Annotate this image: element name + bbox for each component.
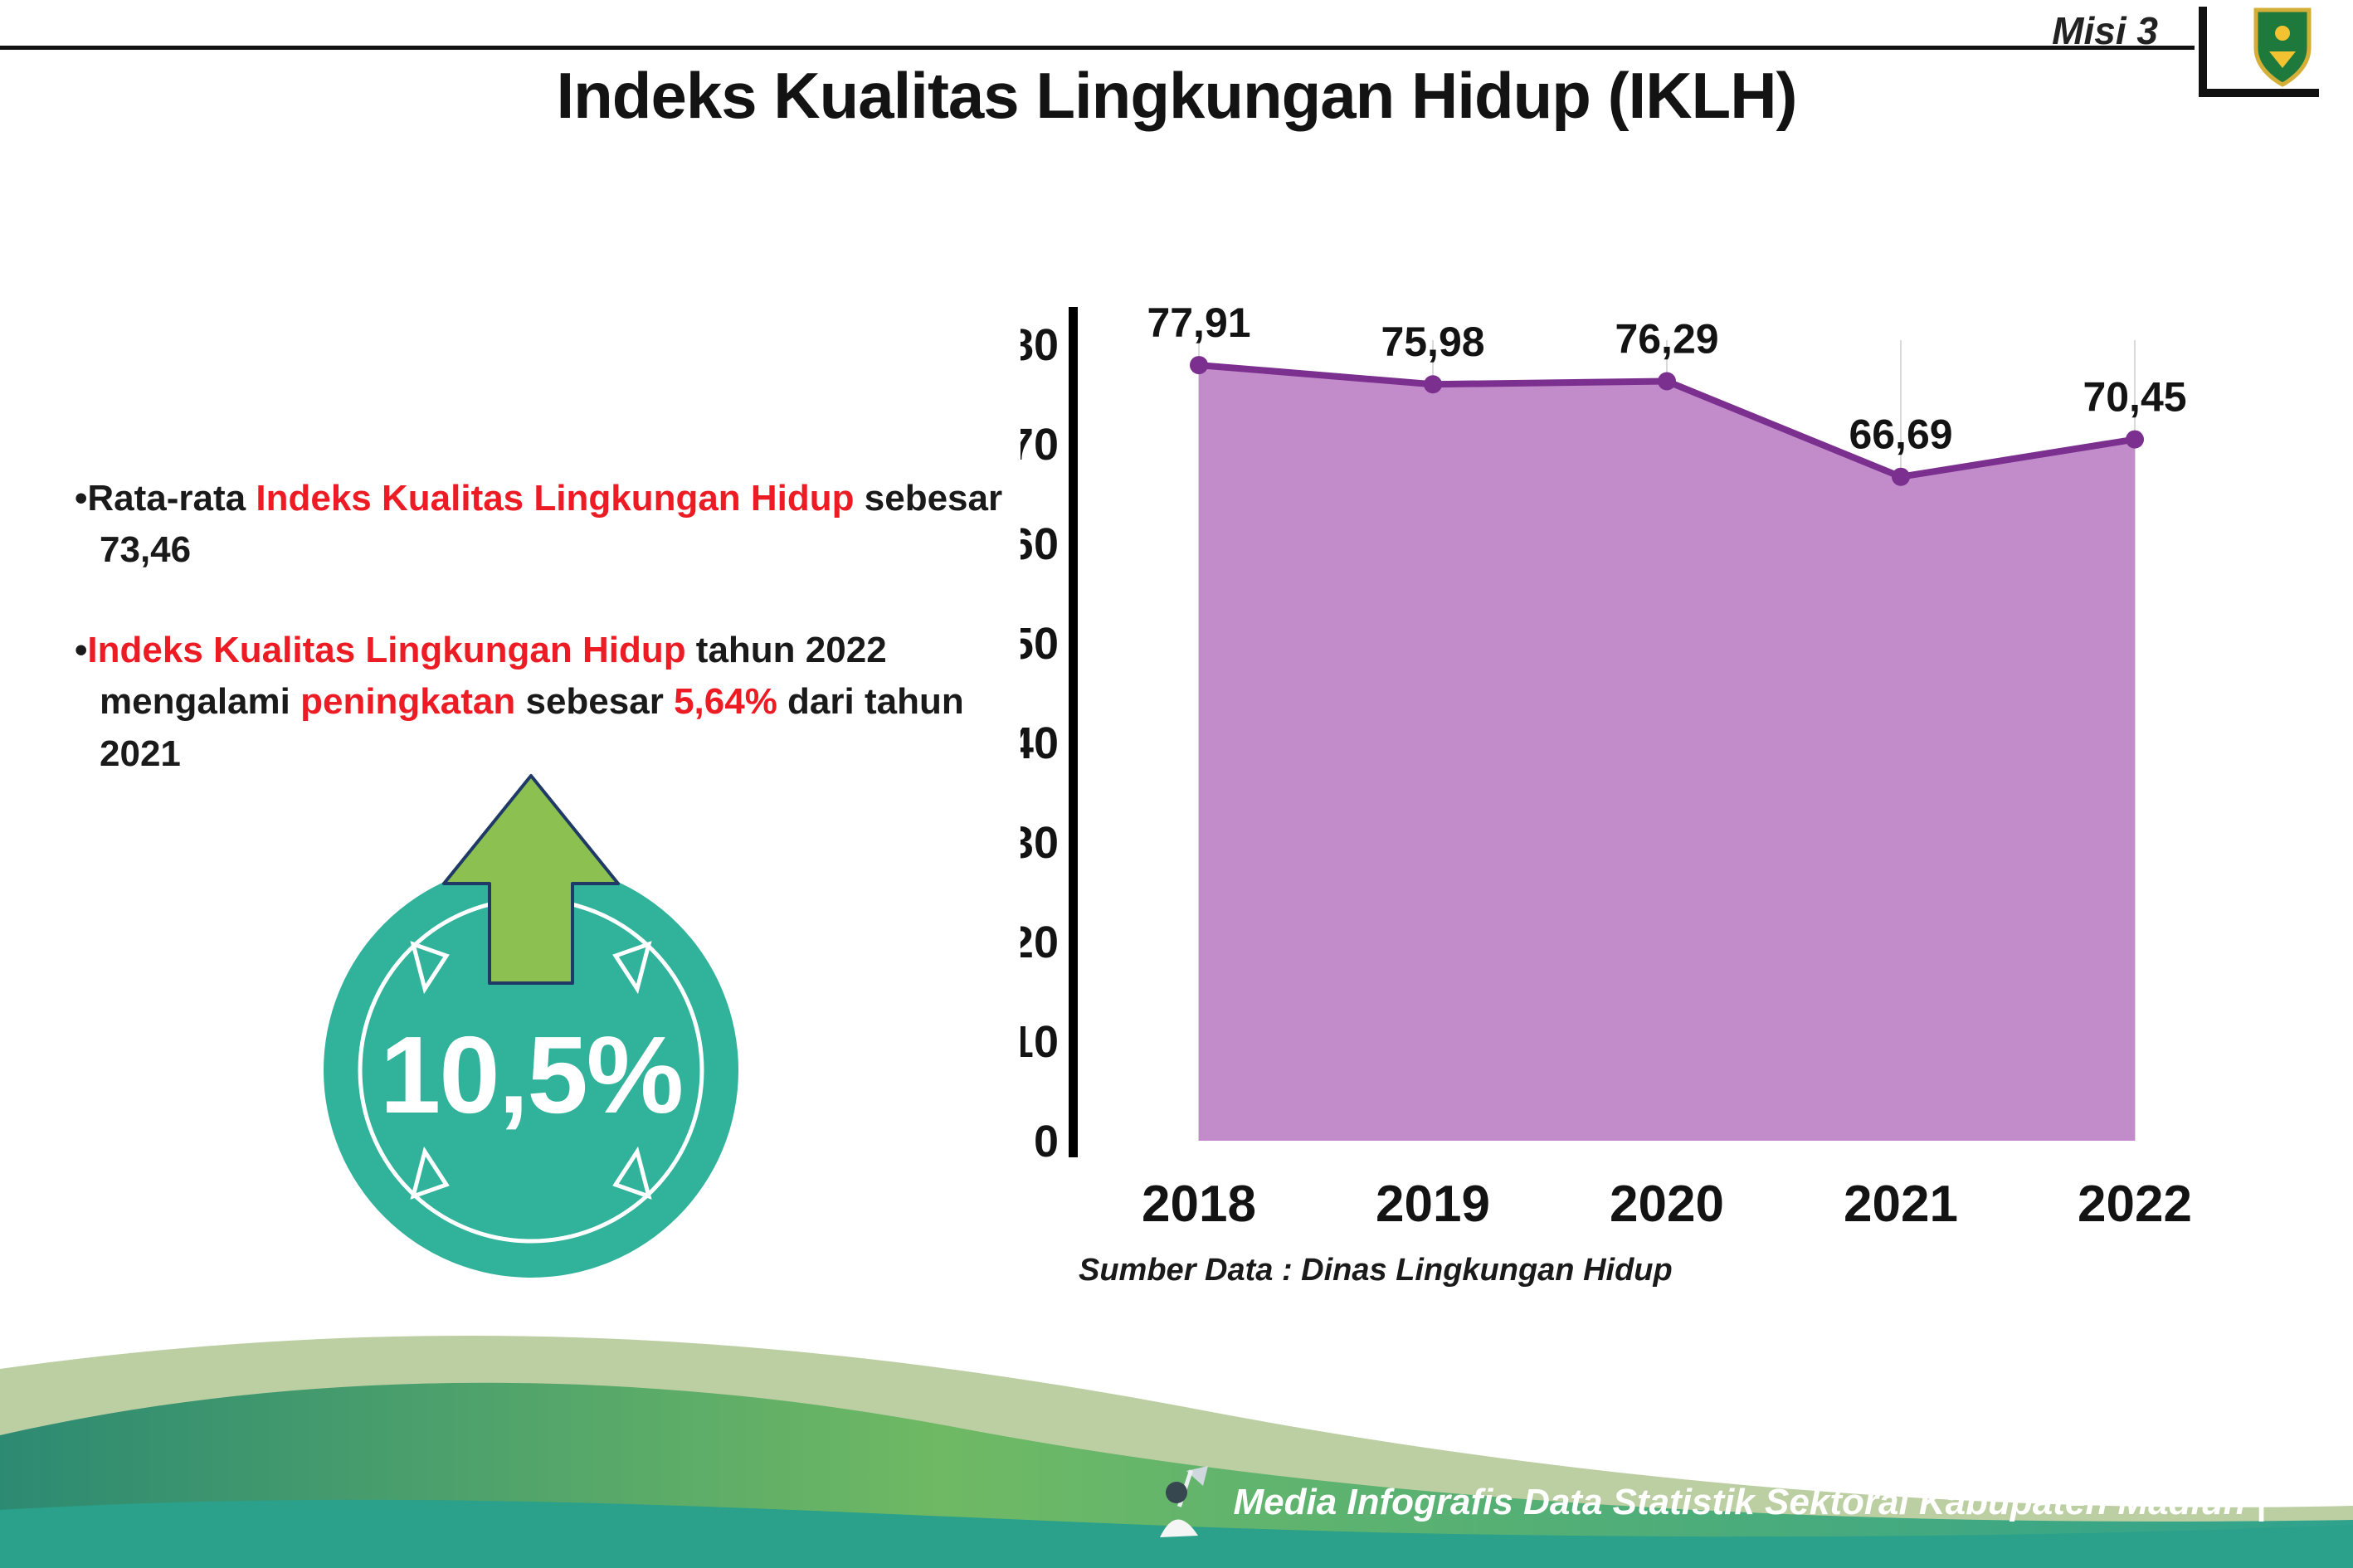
footer-content: Media Infografis Data Statistik Sektoral…	[1153, 1464, 2266, 1541]
svg-text:70,45: 70,45	[2083, 374, 2186, 421]
svg-text:20: 20	[1021, 918, 1059, 967]
mascot-icon	[1160, 1466, 1209, 1537]
logo-frame-icon	[2199, 7, 2319, 97]
bullet-list: •Rata-rata Indeks Kualitas Lingkungan Hi…	[75, 473, 1004, 828]
badge-triangle-se	[612, 1146, 652, 1200]
iklh-chart: 0 10 20 30 40 50 60 70 80 2018 2019 2020 2021 2022 77,…	[1021, 265, 2248, 1303]
svg-text:80: 80	[1021, 320, 1059, 370]
svg-text:76,29: 76,29	[1615, 316, 1718, 363]
badge-circle	[324, 863, 738, 1278]
page-title: Indeks Kualitas Lingkungan Hidup (IKLH)	[556, 59, 1797, 132]
bullet-item: •Indeks Kualitas Lingkungan Hidup tahun …	[75, 629, 964, 774]
increase-badge	[307, 747, 755, 1294]
up-arrow-icon	[442, 774, 620, 985]
chart-source: Sumber Data : Dinas Lingkungan Hidup	[1079, 1253, 1673, 1288]
top-divider	[0, 46, 2195, 50]
footer-text: Media Infografis Data Statistik Sektoral…	[1233, 1482, 2266, 1522]
svg-text:77,91: 77,91	[1147, 299, 1250, 346]
svg-text:40: 40	[1021, 718, 1059, 768]
crest-star-icon	[2275, 26, 2290, 41]
crest-shield-icon	[2253, 7, 2312, 87]
svg-text:30: 30	[1021, 818, 1059, 868]
misi-label: Misi 3	[2052, 9, 2158, 52]
badge-triangle-ne	[612, 941, 652, 995]
increase-badge-graphic	[324, 774, 738, 1278]
svg-text:75,98: 75,98	[1381, 319, 1484, 365]
badge-value: 10,5%	[379, 1013, 684, 1136]
svg-text:2018: 2018	[1142, 1176, 1256, 1233]
svg-text:2021: 2021	[1844, 1176, 1958, 1233]
svg-text:2019: 2019	[1376, 1176, 1490, 1233]
svg-text:2022: 2022	[2078, 1176, 2192, 1233]
badge-triangle-nw	[410, 941, 450, 995]
crest-emblem-icon	[2269, 51, 2296, 68]
bullet-item: •Rata-rata Indeks Kualitas Lingkungan Hi…	[75, 478, 1003, 571]
svg-text:60: 60	[1021, 519, 1059, 569]
svg-text:10: 10	[1021, 1017, 1059, 1067]
svg-text:66,69: 66,69	[1849, 411, 1952, 458]
badge-triangle-sw	[410, 1146, 450, 1200]
svg-text:70: 70	[1021, 420, 1059, 470]
svg-text:0: 0	[1034, 1117, 1059, 1166]
kabupaten-madiun-logo	[2193, 5, 2321, 103]
svg-text:2020: 2020	[1610, 1176, 1724, 1233]
svg-text:50: 50	[1021, 619, 1059, 669]
iklh-area-chart: 0 10 20 30 40 50 60 70 80 2018 2019 2020 2021 2022 77,…	[1021, 299, 2192, 1233]
